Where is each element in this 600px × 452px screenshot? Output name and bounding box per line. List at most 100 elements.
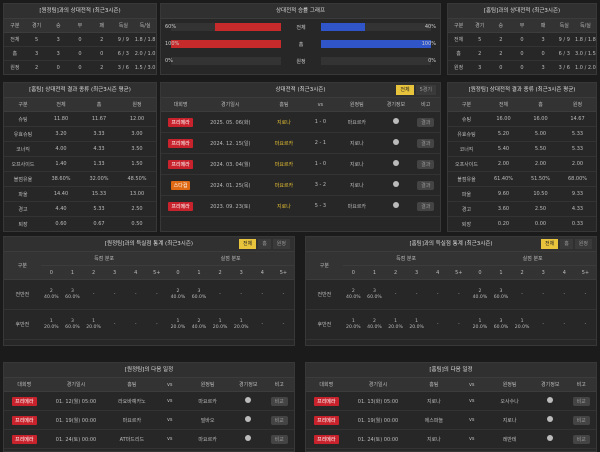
cell (380, 153, 412, 175)
cell: - (104, 279, 126, 310)
cell: 3 60.0% (363, 279, 385, 310)
date: 01. 13(화) 05:00 (346, 391, 410, 411)
cell: 2 (490, 46, 512, 61)
tab[interactable]: 홈 (560, 239, 573, 249)
cell: 퇴장 (4, 216, 42, 231)
button[interactable]: 비교 (572, 415, 590, 425)
cell: 61.40% (485, 171, 522, 187)
info-icon[interactable] (547, 416, 554, 422)
league-badge: 프리메라 (168, 159, 193, 169)
cell: 프리메라 (4, 410, 45, 430)
button[interactable]: 결과 (417, 138, 435, 148)
header-row: 구분 득점 분포 실점 분포 (306, 252, 596, 280)
header-cell: 구분 (4, 98, 42, 112)
button[interactable]: 비교 (270, 396, 288, 406)
count: - (436, 321, 439, 327)
info-icon[interactable] (245, 397, 252, 403)
away-rate: 40% (424, 24, 436, 30)
cell: 3 (469, 60, 491, 74)
tab[interactable]: 홈 (258, 239, 271, 249)
cell: 퇴장 (448, 216, 485, 231)
info-icon[interactable] (392, 160, 399, 166)
cell: 3.33 (80, 126, 118, 142)
tab[interactable]: 원정 (272, 239, 290, 249)
cell: 0 (511, 46, 533, 61)
tab[interactable]: 5경기 (415, 85, 436, 95)
button[interactable]: 비교 (572, 434, 590, 444)
info-icon[interactable] (547, 435, 554, 441)
cell: 4.33 (80, 141, 118, 157)
header-cell: 구분 (448, 98, 485, 112)
cell: 결과 (411, 153, 440, 175)
col-header: 3 (230, 265, 252, 280)
league-badge: 프리메라 (314, 415, 339, 425)
cell: 6 / 3 (112, 46, 135, 61)
info-icon[interactable] (392, 118, 399, 124)
button[interactable]: 비교 (270, 415, 288, 425)
button[interactable]: 결과 (417, 159, 435, 169)
col-header: 4 (251, 265, 273, 280)
panel-title: [홈팀]의 다음 일정 (306, 363, 596, 378)
button[interactable]: 결과 (417, 180, 435, 190)
button[interactable]: 비교 (572, 396, 590, 406)
button[interactable]: 결과 (417, 117, 435, 127)
cell: - (532, 309, 554, 340)
group-header: 득점 분포 (40, 252, 168, 266)
header-cell: 경기일시 (346, 378, 410, 392)
info-icon[interactable] (392, 202, 399, 208)
percent: 60.0% (493, 294, 509, 300)
tab[interactable]: 전체 (238, 239, 257, 249)
cell: 14.40 (42, 186, 80, 202)
tab[interactable]: 전체 (540, 239, 559, 249)
score: 3 - 2 (307, 174, 334, 196)
cell: 2 (90, 60, 113, 74)
cell: - (82, 279, 105, 310)
header-cell: 전체 (485, 98, 522, 112)
row-label: 후반전 (4, 309, 41, 340)
info-icon[interactable] (392, 139, 399, 145)
cell: 비교 (264, 429, 294, 449)
cell: 3.50 (118, 141, 156, 157)
info-icon[interactable] (245, 416, 252, 422)
tab[interactable]: 원정 (574, 239, 592, 249)
row: 스다컵 2024. 01. 25(목) 마요르카 3 - 2 지로나 결과 (161, 174, 440, 196)
away-team: 지로나 (333, 132, 381, 154)
table: 대회명 경기일시 홈팀 vs 원정팀 경기정보 비고 프리메라 2025. 05. 06(화) 지… (161, 98, 440, 217)
row: 파울 9.60 10.50 9.33 (448, 186, 596, 202)
cell: - (272, 309, 294, 340)
cell: - (251, 279, 273, 310)
cell: 1 20.0% (40, 309, 62, 340)
info-icon[interactable] (547, 397, 554, 403)
away-team: 마요르카 (183, 391, 233, 411)
row: 전체 5 2 0 3 9 / 9 1.8 / 1.8 (448, 32, 596, 47)
cell (534, 429, 567, 449)
panel: [원정팀]과의 상대전적 (최근3시즌) 구분 경기 승 무 패 득실 득/실 전체 5 3 0 2 9 … (3, 3, 157, 75)
header-row: 구분 경기 승 무 패 득실 득/실 (4, 19, 156, 33)
panel: [원정팀]의 다음 일정 대회명 경기일시 홈팀 vs 원정팀 경기정보 비고 프리메라 01. … (3, 362, 295, 452)
home-team: 마요르카 (107, 410, 157, 430)
button[interactable]: 결과 (417, 201, 435, 211)
cell: 9.33 (559, 186, 596, 202)
cell: 4.40 (42, 201, 80, 217)
header-row: 구분 전체 홈 원정 (448, 98, 596, 112)
cell: 3 / 6 (112, 60, 135, 74)
home-bar (215, 23, 281, 31)
button[interactable]: 비교 (270, 434, 288, 444)
count: 1 (478, 318, 482, 324)
header-cell: 득/실 (574, 19, 596, 33)
cell: 유효슈팅 (448, 126, 485, 142)
tabs: 전체 홈 원정 (238, 239, 290, 249)
home-team: 라요바예카노 (107, 391, 157, 411)
tabs: 전체 5경기 (396, 85, 436, 95)
count: - (563, 291, 566, 297)
info-icon[interactable] (392, 181, 399, 187)
header-cell: 원정팀 (183, 378, 233, 392)
cell: 9.60 (485, 186, 522, 202)
cell: 2 (90, 32, 113, 47)
cell: - (384, 279, 407, 310)
cell: - (406, 279, 428, 310)
league-badge: 프리메라 (168, 138, 193, 148)
info-icon[interactable] (245, 435, 252, 441)
count: 2 (351, 288, 355, 294)
tab[interactable]: 전체 (396, 85, 414, 95)
